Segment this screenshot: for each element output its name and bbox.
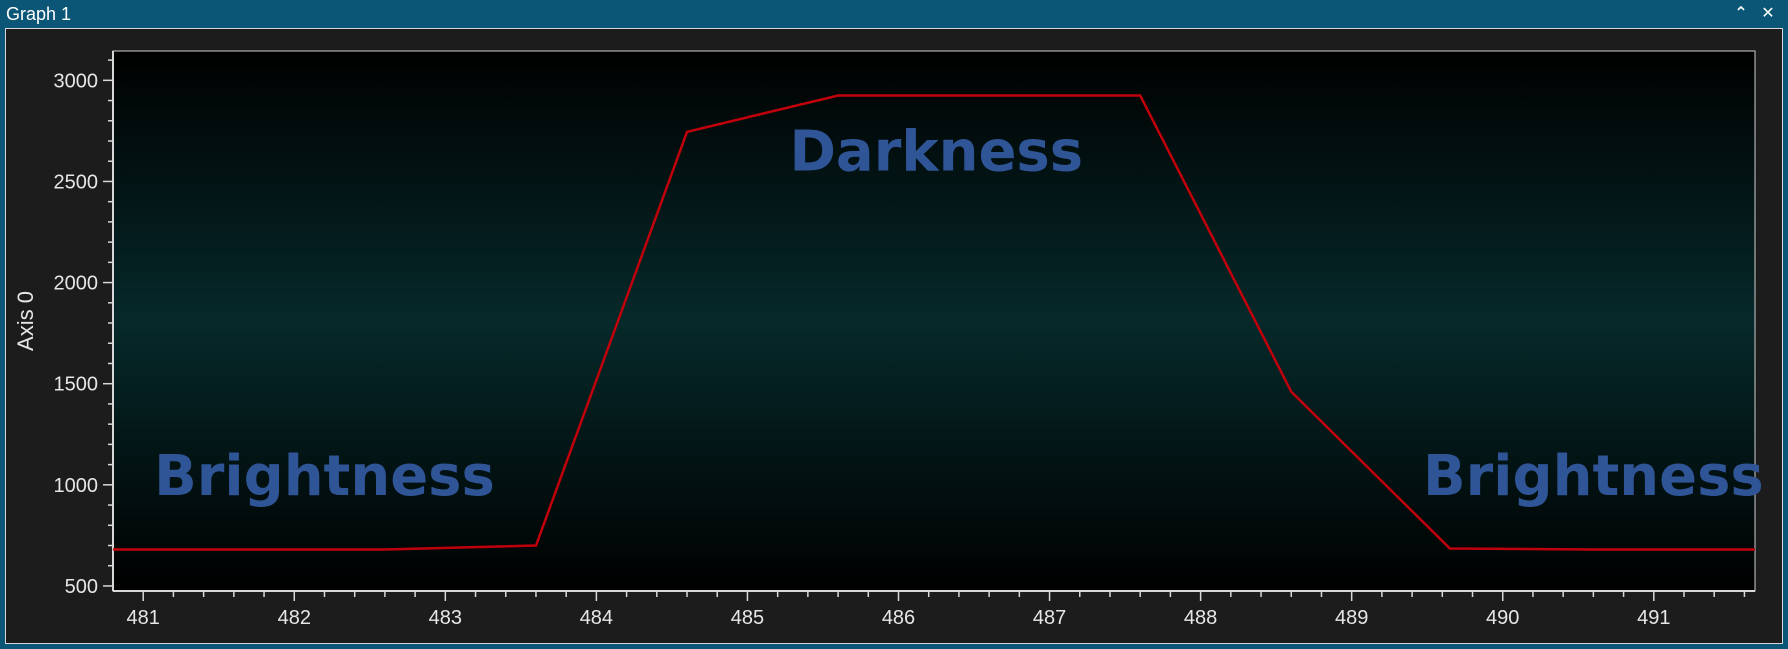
x-tick-label: 487: [1033, 607, 1066, 629]
y-tick-label: 2000: [54, 273, 99, 295]
x-tick-label: 490: [1486, 607, 1519, 629]
annotation-label: Brightness: [154, 444, 495, 509]
window-titlebar[interactable]: Graph 1 ⌃ ✕: [0, 0, 1788, 28]
x-tick-label: 489: [1335, 607, 1368, 629]
y-tick-label: 2500: [54, 171, 99, 193]
plot-area: [112, 50, 1756, 592]
x-tick-label: 484: [580, 607, 613, 629]
y-tick-label: 1000: [54, 475, 99, 497]
y-tick-label: 500: [65, 576, 98, 598]
x-tick-label: 481: [127, 607, 160, 629]
annotation-label: Darkness: [789, 119, 1083, 184]
series-line: [113, 94, 1755, 551]
y-axis-label: Axis 0: [13, 291, 38, 351]
x-tick-label: 483: [429, 607, 462, 629]
x-tick-label: 486: [882, 607, 915, 629]
x-tick-label: 491: [1637, 607, 1670, 629]
close-icon[interactable]: ✕: [1761, 3, 1775, 22]
annotation-label: Brightness: [1423, 444, 1764, 509]
window-title: Graph 1: [6, 4, 72, 24]
y-tick-label: 3000: [54, 70, 99, 92]
chevron-up-icon[interactable]: ⌃: [1734, 3, 1748, 22]
y-tick-label: 1500: [54, 374, 99, 396]
x-tick-label: 482: [278, 607, 311, 629]
x-tick-label: 488: [1184, 607, 1217, 629]
x-tick-label: 485: [731, 607, 764, 629]
